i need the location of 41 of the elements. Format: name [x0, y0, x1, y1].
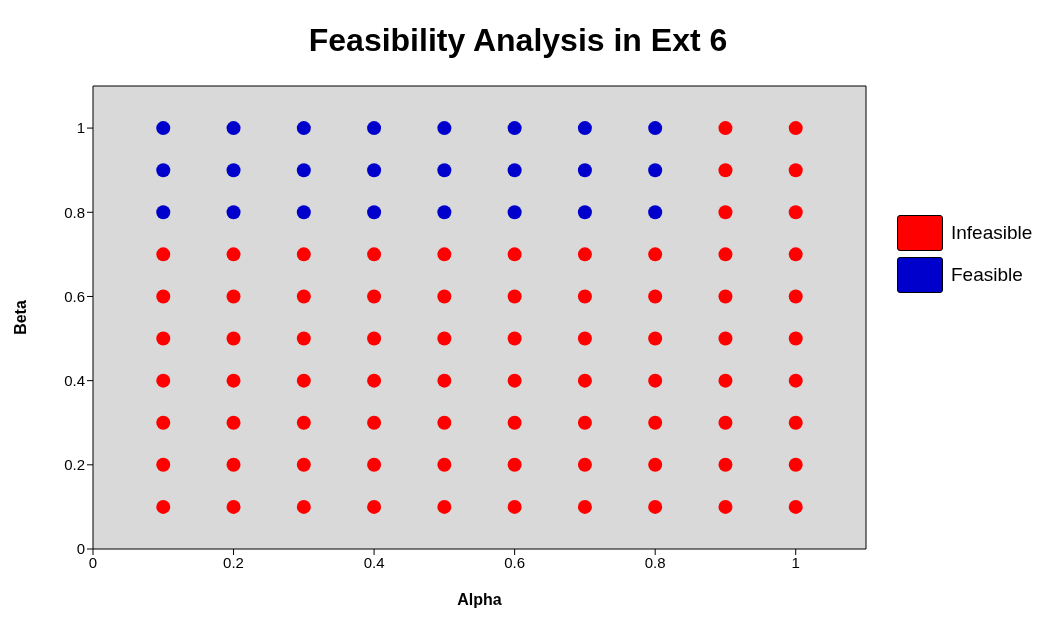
x-axis-title: Alpha: [457, 591, 502, 608]
x-tick-label: 0.6: [504, 553, 526, 571]
point: [437, 121, 452, 136]
legend-label: Infeasible: [951, 222, 1033, 244]
point: [648, 205, 663, 220]
x-tick-label: 0.2: [223, 553, 244, 571]
point: [577, 163, 592, 178]
point: [156, 205, 171, 220]
point: [226, 121, 241, 136]
point: [437, 205, 452, 220]
y-tick-label: 0.6: [64, 287, 85, 305]
point: [648, 163, 663, 178]
point: [367, 163, 382, 178]
y-tick-label: 0.8: [64, 203, 85, 221]
x-tick-label: 0: [88, 553, 98, 571]
point: [296, 163, 311, 178]
point: [367, 121, 382, 136]
point: [296, 205, 311, 220]
point: [226, 163, 241, 178]
y-tick-label: 1: [76, 119, 85, 137]
point: [437, 163, 452, 178]
y-tick-label: 0: [76, 540, 85, 558]
point: [577, 205, 592, 220]
point: [507, 121, 522, 136]
point: [648, 121, 663, 136]
point: [296, 121, 311, 136]
point: [367, 205, 382, 220]
x-tick-label: 0.4: [363, 553, 385, 571]
y-axis-title: Beta: [11, 300, 29, 335]
y-tick-label: 0.2: [64, 456, 85, 474]
y-tick-label: 0.4: [64, 371, 85, 389]
point: [156, 121, 171, 136]
point: [156, 163, 171, 178]
point: [577, 121, 592, 136]
x-tick-label: 0.8: [644, 553, 666, 571]
legend-label: Feasible: [951, 264, 1023, 286]
point: [507, 163, 522, 178]
point: [507, 205, 522, 220]
x-tick-label: 1: [791, 553, 800, 571]
point: [226, 205, 241, 220]
chart-title: Feasibility Analysis in Ext 6: [307, 22, 729, 59]
